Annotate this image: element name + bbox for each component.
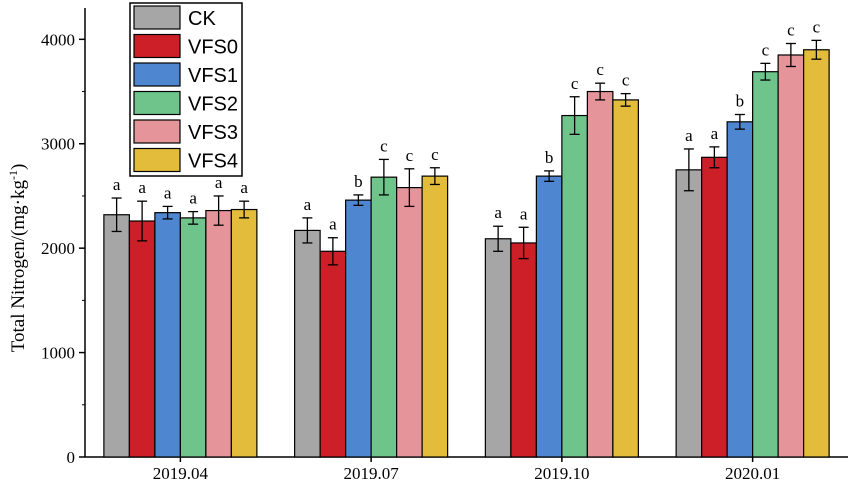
significance-letter: c (813, 17, 821, 36)
bar (421, 175, 449, 458)
significance-letter: c (380, 136, 388, 155)
bar (484, 238, 512, 458)
significance-letter: a (520, 204, 528, 223)
bar (294, 229, 321, 458)
significance-letter: c (431, 145, 439, 164)
bar (205, 209, 232, 458)
significance-letter: a (685, 126, 693, 145)
y-tick-label: 2000 (41, 239, 75, 258)
y-tick-label: 1000 (41, 344, 75, 363)
bar (777, 54, 805, 458)
bar (535, 175, 563, 458)
legend-swatch (133, 119, 181, 144)
bar (128, 220, 156, 458)
significance-letter: a (240, 178, 248, 197)
legend-swatch (133, 33, 181, 59)
y-axis-label-sup: -1 (6, 170, 20, 180)
legend-label: CK (188, 8, 216, 30)
legend-label: VFS3 (188, 122, 238, 144)
significance-letter: c (571, 74, 579, 93)
bar (561, 114, 588, 458)
legend-label: VFS2 (188, 94, 238, 116)
bar (154, 212, 181, 458)
significance-letter: a (304, 195, 312, 214)
bar (345, 199, 372, 458)
significance-letter: a (494, 203, 502, 222)
significance-letter: a (138, 178, 146, 197)
bar (612, 99, 639, 458)
legend-label: VFS1 (188, 65, 238, 87)
significance-letter: b (354, 172, 363, 191)
bar (586, 90, 614, 458)
legend: CK VFS0 VFS1 VFS2 VFS3 VFS4 (129, 2, 243, 177)
significance-letter: a (113, 175, 121, 194)
bar (103, 214, 130, 458)
legend-swatch (133, 90, 181, 116)
y-axis-label-main: Total Nitrogen/(mg·kg (8, 180, 29, 353)
x-tick-label: 2019.04 (153, 464, 209, 483)
significance-letter: a (711, 124, 719, 143)
bar (396, 187, 423, 458)
significance-letter: c (596, 60, 604, 79)
bar (726, 121, 754, 458)
bar (701, 156, 728, 458)
significance-letter: c (406, 146, 414, 165)
significance-letter: c (762, 40, 770, 59)
significance-letter: a (329, 215, 337, 234)
legend-swatch (133, 62, 181, 87)
legend-swatch (133, 147, 181, 173)
y-axis-label: Total Nitrogen/(mg·kg-1) (6, 164, 29, 353)
bar (319, 250, 347, 458)
y-tick-label: 3000 (41, 135, 75, 154)
significance-letter: b (545, 148, 554, 167)
significance-letter: c (787, 21, 795, 40)
y-tick-label: 0 (67, 448, 76, 467)
significance-letter: a (215, 173, 223, 192)
significance-letter: a (164, 183, 172, 202)
significance-letter: a (189, 189, 197, 208)
axes: 0 1000 2000 3000 4000 2019.04 2019.07 2019.10 20… (41, 8, 848, 483)
bar (370, 176, 398, 458)
bar (803, 49, 830, 458)
bar (230, 208, 258, 458)
legend-label: VFS4 (188, 151, 238, 173)
bar (179, 217, 207, 458)
x-tick-label: 2019.10 (534, 464, 589, 483)
bar (752, 71, 779, 458)
bar (510, 242, 537, 458)
legend-swatch (133, 5, 181, 30)
y-tick-label: 4000 (41, 30, 75, 49)
legend-box (129, 2, 243, 177)
significance-letter: b (736, 92, 745, 111)
x-tick-label: 2019.07 (344, 464, 400, 483)
significance-letter: c (622, 71, 630, 90)
legend-label: VFS0 (188, 37, 238, 59)
bar (675, 169, 703, 458)
x-tick-label: 2020.01 (725, 464, 780, 483)
y-axis-label-suffix: ) (8, 164, 29, 170)
